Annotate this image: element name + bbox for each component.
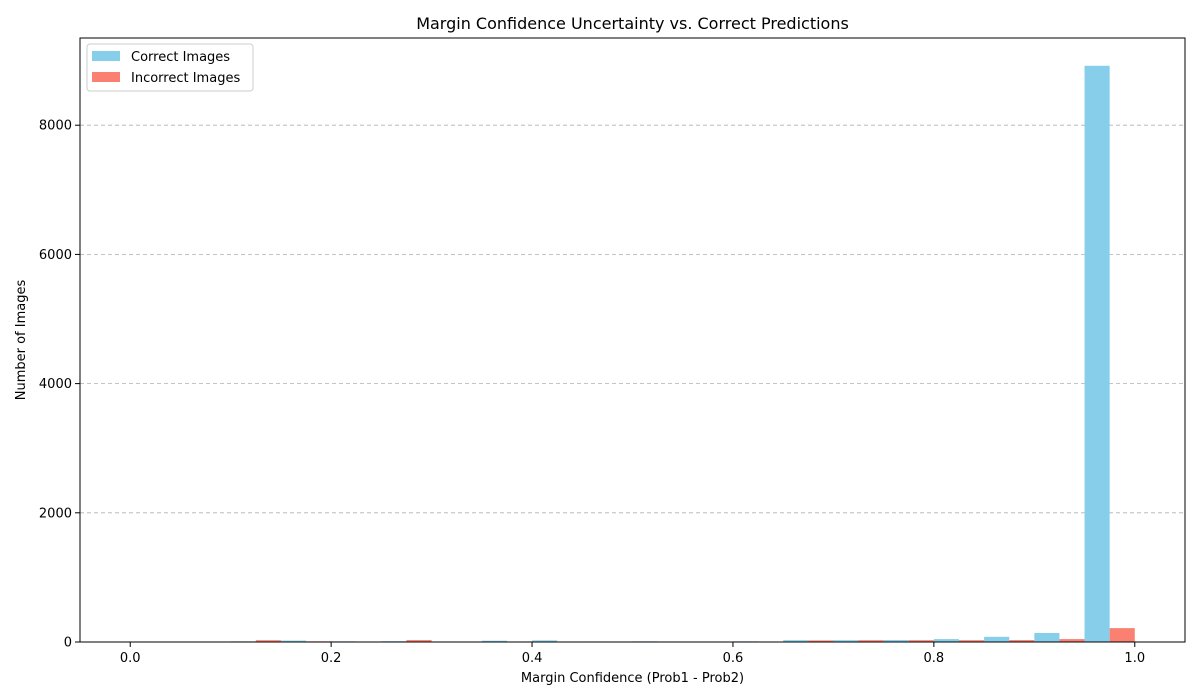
y-axis-label: Number of Images [14,280,29,401]
y-tick-label: 8000 [39,119,72,134]
y-tick-label: 4000 [39,377,72,392]
x-tick-label: 0.8 [924,651,945,666]
bar-correct [532,640,558,642]
bar-incorrect [958,640,985,642]
y-tick-label: 0 [64,636,72,651]
bar-correct [1034,632,1060,642]
bar-correct [1084,65,1110,642]
legend-swatch-incorrect [92,72,120,82]
x-tick-label: 0.4 [522,651,543,666]
gridlines [80,124,1185,514]
bar-incorrect [1009,640,1035,642]
x-tick-label: 0.2 [321,651,342,666]
bar-incorrect [908,640,934,642]
legend-label-correct: Correct Images [131,50,230,65]
bar-incorrect [858,640,884,642]
bar-correct [280,640,307,642]
legend: Correct Images Incorrect Images [86,43,254,92]
bar-incorrect [255,640,281,642]
bar-correct [933,639,959,642]
bar-correct [883,640,909,642]
legend-label-incorrect: Incorrect Images [131,71,240,86]
bar-incorrect [1059,639,1085,642]
bar-correct [783,640,809,642]
bar-correct [984,636,1010,642]
x-tick-label: 1.0 [1124,651,1145,666]
bar-incorrect [808,640,834,642]
x-tick-label: 0.6 [723,651,744,666]
legend-frame [86,43,254,92]
x-axis-label: Margin Confidence (Prob1 - Prob2) [521,671,744,686]
x-tick-label: 0.0 [120,651,141,666]
bar-correct [833,640,859,642]
bars [130,65,1135,642]
y-tick-label: 6000 [39,248,72,263]
chart-title: Margin Confidence Uncertainty vs. Correc… [416,14,849,33]
plot-area-frame [79,37,1186,643]
bar-incorrect [1109,628,1135,642]
axis-ticks: 0.0 0.2 0.4 0.6 0.8 1.0 0 2000 4000 6000 8000 [39,119,1145,666]
y-tick-label: 2000 [39,506,72,521]
bar-incorrect [406,640,432,642]
bar-correct [481,640,507,642]
legend-swatch-correct [92,51,120,61]
